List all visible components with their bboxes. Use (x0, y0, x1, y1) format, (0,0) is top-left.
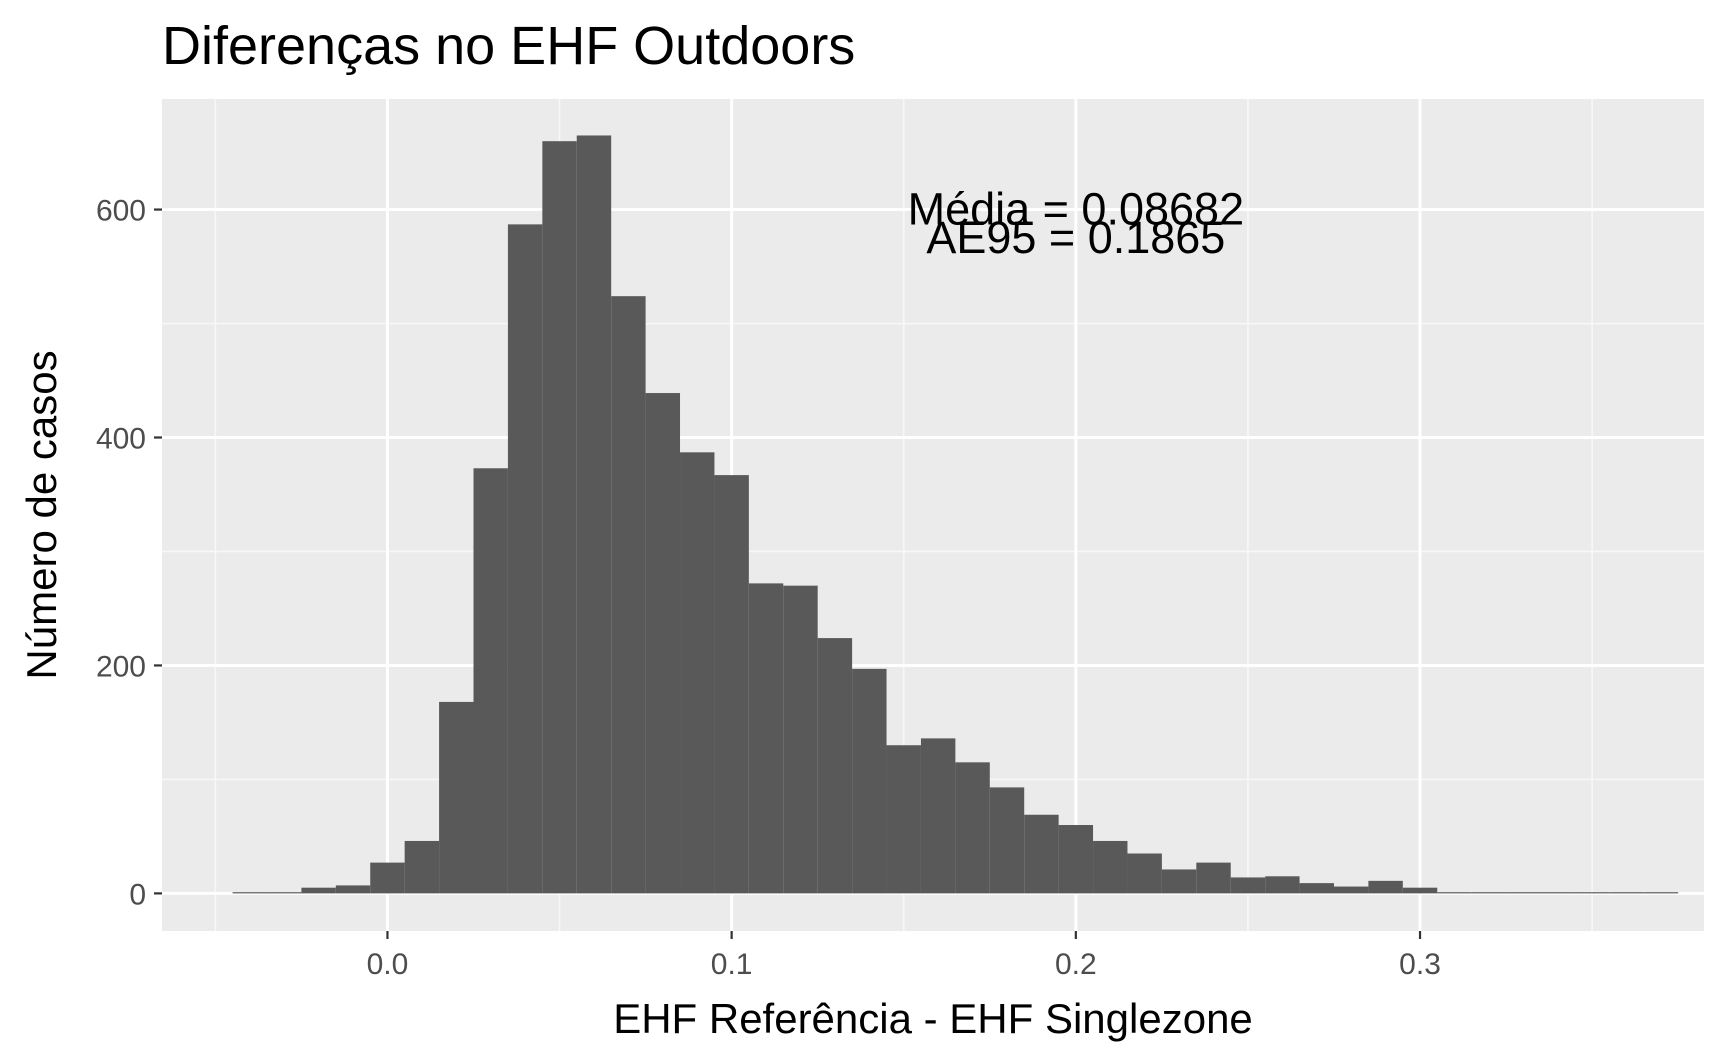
histogram-bars (232, 135, 1679, 894)
histogram-bar (1402, 887, 1438, 894)
annotation-text: AE95 = 0.1865 (926, 212, 1225, 263)
histogram-bar (1540, 892, 1575, 894)
histogram-bar (645, 393, 681, 894)
annotation-text: Média = 0.08682 (908, 184, 1245, 235)
histogram-bar (1333, 886, 1369, 894)
histogram-bar (473, 468, 508, 894)
y-tick-label: 0 (129, 878, 146, 911)
histogram-bar (955, 762, 990, 894)
histogram-bar (232, 892, 267, 894)
histogram-bar (335, 885, 371, 894)
histogram-bar (1299, 883, 1334, 894)
histogram-bar (1024, 814, 1059, 894)
histogram-bar (1058, 825, 1094, 894)
histogram-bar (611, 296, 646, 894)
histogram-bar (576, 135, 612, 894)
histogram-bar (507, 224, 543, 894)
histogram-bar (1196, 862, 1231, 894)
histogram-bar (1265, 876, 1300, 894)
histogram-bar (1609, 892, 1644, 894)
x-tick-label: 0.2 (1055, 948, 1097, 981)
histogram-bar (1643, 892, 1679, 894)
histogram-bar (1437, 892, 1472, 894)
histogram-bar (1574, 892, 1610, 894)
x-tick-label: 0.0 (367, 948, 409, 981)
histogram-bar (1127, 853, 1162, 894)
histogram-bar (1230, 877, 1266, 894)
histogram-bar (1093, 840, 1128, 894)
y-tick-label: 400 (96, 422, 146, 455)
y-tick-label: 200 (96, 650, 146, 683)
histogram-bar (817, 638, 853, 894)
x-axis-title: EHF Referência - EHF Singlezone (613, 995, 1253, 1042)
x-axis: 0.0 0.1 0.2 0.3 (367, 931, 1441, 981)
histogram-bar (404, 840, 440, 894)
histogram-bar (1161, 869, 1197, 894)
histogram-bar (714, 475, 749, 894)
histogram-bar (989, 787, 1025, 894)
histogram-bar (439, 701, 474, 894)
histogram-bar (370, 862, 405, 894)
histogram-bar (748, 583, 784, 894)
histogram-bar (1368, 880, 1403, 894)
histogram-bar (1506, 892, 1541, 894)
histogram-bar (301, 887, 336, 894)
y-axis-title: Número de casos (18, 350, 65, 679)
x-tick-label: 0.1 (711, 948, 753, 981)
x-tick-label: 0.3 (1399, 948, 1441, 981)
y-axis: 0 200 400 600 (96, 195, 162, 911)
histogram-bar (266, 892, 302, 894)
y-tick-label: 600 (96, 195, 146, 228)
histogram-bar (1471, 892, 1507, 894)
histogram-bar (920, 738, 956, 894)
histogram-bar (852, 668, 887, 894)
histogram-bar (542, 141, 577, 894)
histogram-bar (783, 585, 818, 894)
histogram-bar (680, 452, 715, 894)
histogram-bar (886, 745, 921, 894)
chart-title: Diferenças no EHF Outdoors (162, 16, 855, 76)
